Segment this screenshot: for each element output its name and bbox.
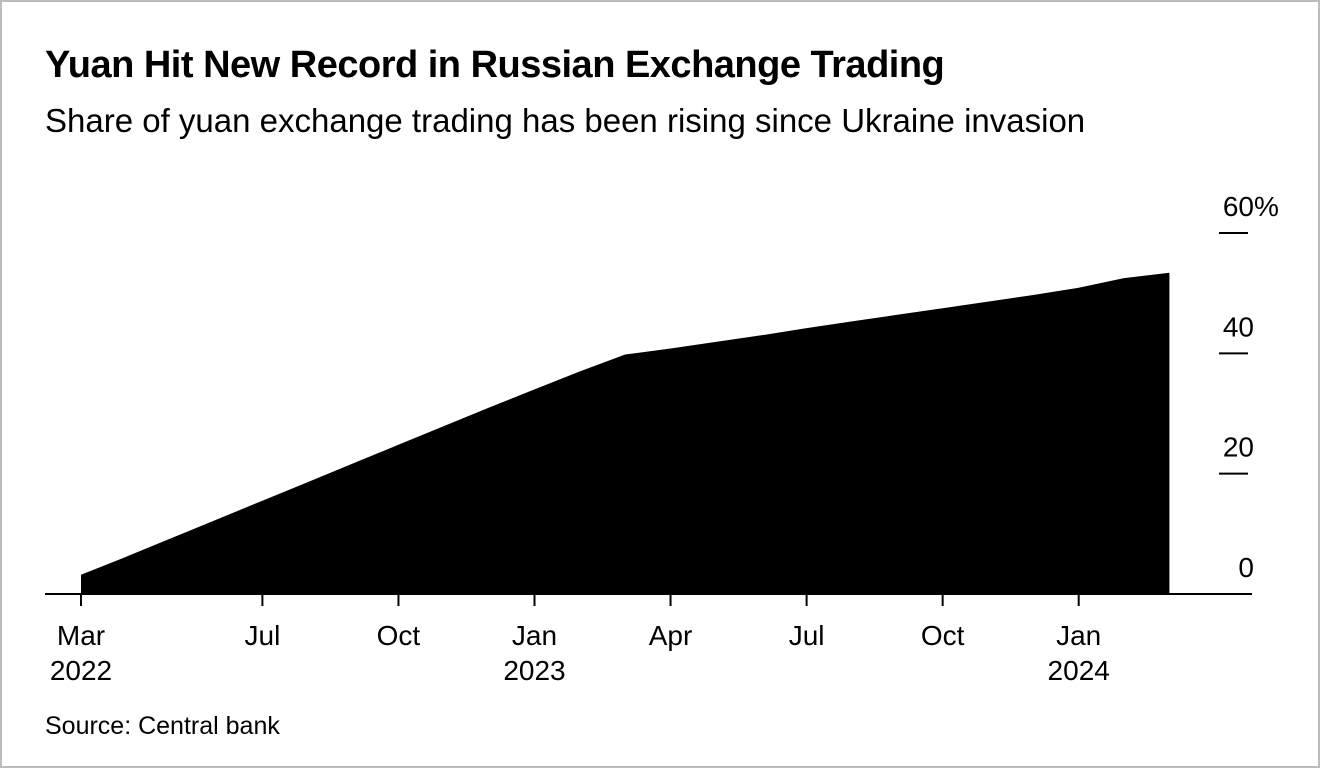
source-note: Source: Central bank <box>45 712 280 740</box>
x-tick-label-month: Oct <box>377 620 421 651</box>
chart-subtitle: Share of yuan exchange trading has been … <box>45 102 1086 139</box>
x-tick-label-month: Jan <box>1056 620 1101 651</box>
x-tick-label-year: 2022 <box>50 655 112 686</box>
x-tick-label-year: 2024 <box>1048 655 1110 686</box>
x-tick-label-month: Mar <box>57 620 105 651</box>
x-tick-label-year: 2023 <box>503 655 565 686</box>
y-tick-label-unit: % <box>1254 191 1279 222</box>
x-tick-label-month: Jan <box>512 620 557 651</box>
x-tick-label-month: Apr <box>649 620 693 651</box>
y-tick-label: 20 <box>1223 432 1254 463</box>
y-tick-label: 0 <box>1238 552 1254 583</box>
x-tick-label-month: Jul <box>789 620 825 651</box>
x-tick-label-month: Jul <box>245 620 281 651</box>
x-tick-label-month: Oct <box>921 620 965 651</box>
chart-title: Yuan Hit New Record in Russian Exchange … <box>45 44 945 86</box>
y-tick-label: 60 <box>1223 191 1254 222</box>
area-series <box>81 272 1170 594</box>
y-tick-label: 40 <box>1223 311 1254 342</box>
